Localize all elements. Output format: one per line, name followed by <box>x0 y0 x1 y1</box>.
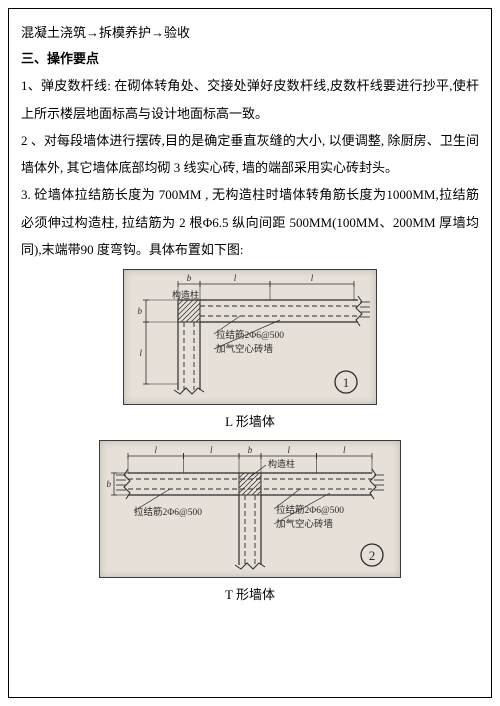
svg-text:2: 2 <box>369 548 376 563</box>
paragraph-3: 3. 砼墙体拉结筋长度为 700MM , 无构造柱时墙体转角筋长度为1000MM… <box>21 181 479 263</box>
svg-text:l: l <box>311 273 314 283</box>
document-page: 混凝土浇筑→拆模养护→验收 三、操作要点 1、弹皮数杆线: 在砌体转角处、交接处… <box>8 8 492 698</box>
figure-2-block: l l b l l b 构造柱拉结筋2Φ6@500 拉结筋2Φ6@500 加气空心砖墙 2 T 形… <box>21 440 479 607</box>
svg-text:b: b <box>107 479 112 489</box>
svg-text:拉结筋2Φ6@500: 拉结筋2Φ6@500 <box>216 329 284 341</box>
svg-text:拉结筋2Φ6@500: 拉结筋2Φ6@500 <box>276 504 344 516</box>
section-heading: 三、操作要点 <box>21 46 479 72</box>
svg-text:1: 1 <box>343 375 350 390</box>
svg-text:l: l <box>210 445 213 455</box>
figure-2-caption: T 形墙体 <box>225 584 275 603</box>
svg-text:l: l <box>139 348 142 358</box>
svg-text:加气空心砖墙: 加气空心砖墙 <box>276 518 334 530</box>
svg-text:l: l <box>234 273 237 283</box>
svg-text:l: l <box>287 445 290 455</box>
svg-text:l: l <box>154 445 157 455</box>
figure-2: l l b l l b 构造柱拉结筋2Φ6@500 拉结筋2Φ6@500 加气空心砖墙 2 <box>99 440 401 578</box>
svg-text:b: b <box>138 306 143 316</box>
svg-text:l: l <box>343 445 346 455</box>
figure-1: b l l b l 构造柱拉结筋2Φ6@500 加气空心砖墙 1 <box>123 269 377 405</box>
svg-text:b: b <box>248 445 253 455</box>
svg-text:构造柱: 构造柱 <box>268 458 295 469</box>
process-steps: 混凝土浇筑→拆模养护→验收 <box>21 19 479 46</box>
figure-1-block: b l l b l 构造柱拉结筋2Φ6@500 加气空心砖墙 1 L 形墙体 <box>21 269 479 434</box>
paragraph-1: 1、弹皮数杆线: 在砌体转角处、交接处弹好皮数杆线,皮数杆线要进行抄平,使杆上所… <box>21 72 479 127</box>
svg-text:加气空心砖墙: 加气空心砖墙 <box>216 343 274 355</box>
svg-text:拉结筋2Φ6@500: 拉结筋2Φ6@500 <box>134 506 202 518</box>
svg-text:构造柱: 构造柱 <box>172 289 199 300</box>
svg-text:b: b <box>187 273 192 283</box>
figure-1-caption: L 形墙体 <box>225 411 275 430</box>
paragraph-2: 2 、对每段墙体进行摆砖,目的是确定垂直灰缝的大小, 以便调整, 除厨房、卫生间… <box>21 127 479 182</box>
